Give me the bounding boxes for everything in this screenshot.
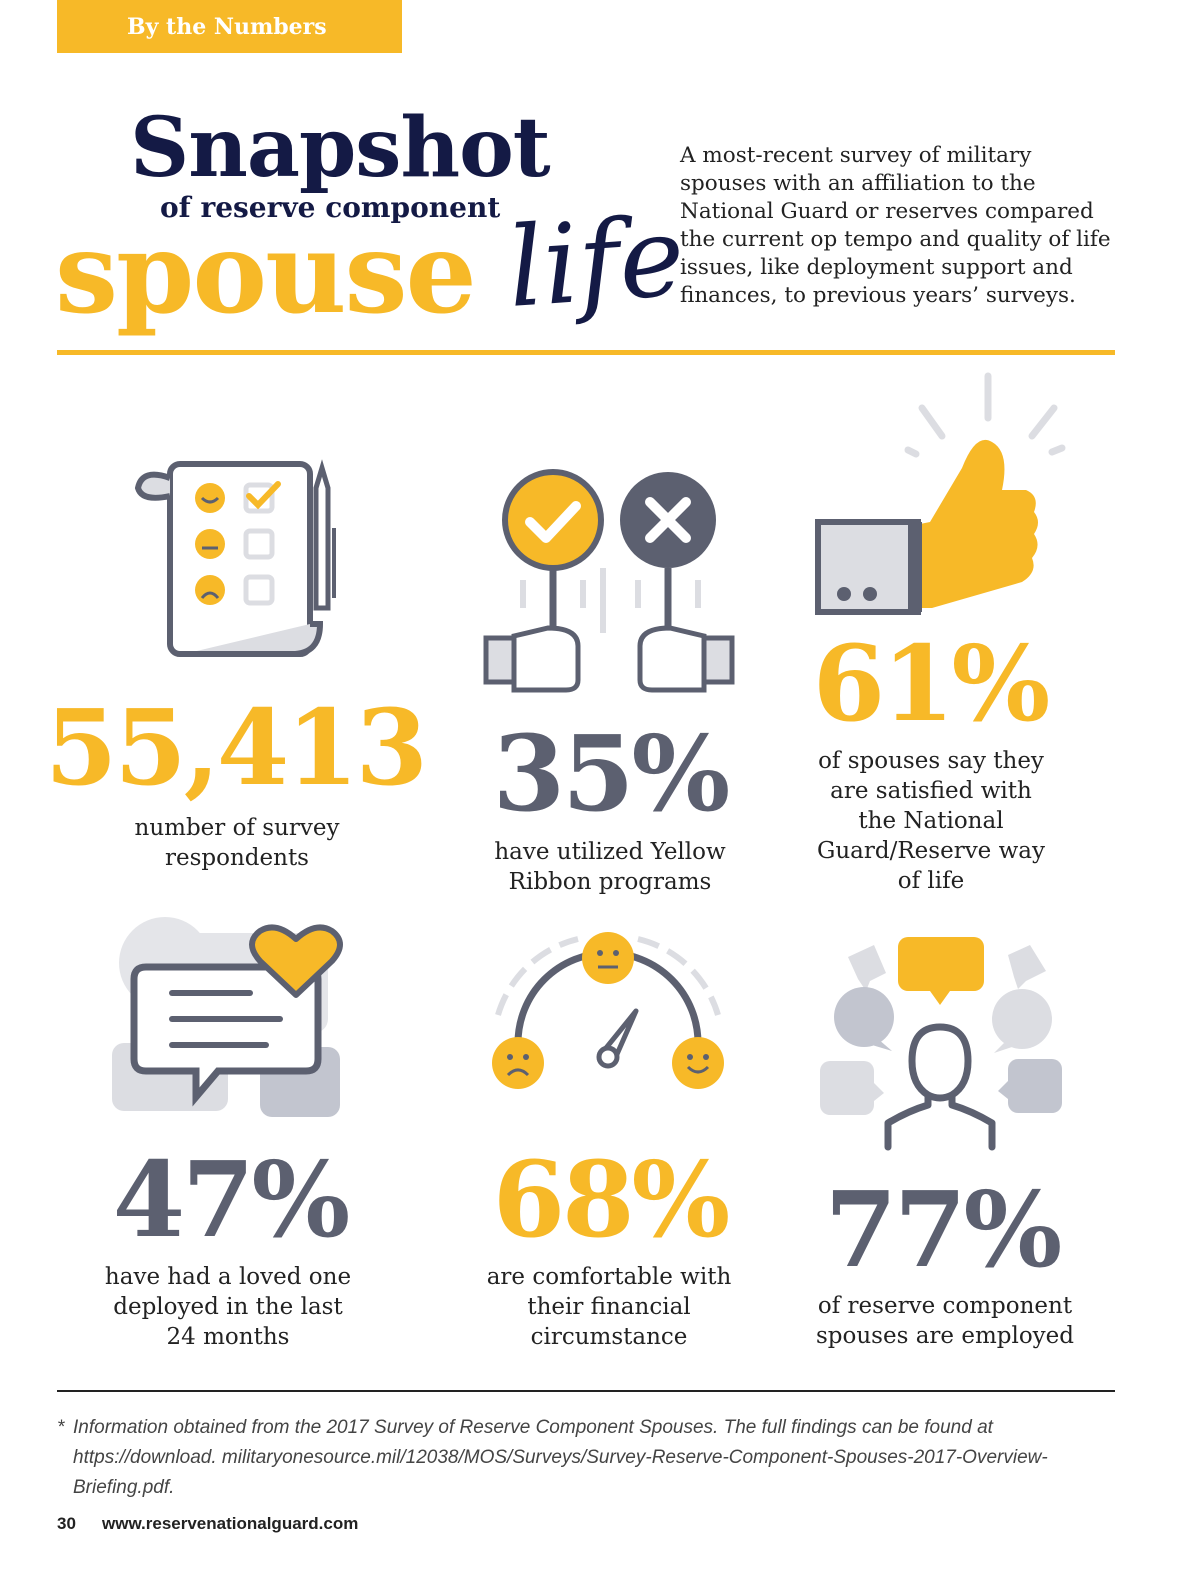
- yes-no-signs-icon: [483, 469, 735, 693]
- stat-value-satisfied: 61%: [812, 622, 1051, 745]
- message-heart-icon: [112, 917, 343, 1117]
- title-subtitle: of reserve component: [160, 191, 501, 224]
- stat-caption-financial: are comfortable with their financial cir…: [486, 1264, 732, 1350]
- person-speech-bubbles-icon: [820, 937, 1062, 1151]
- stat-caption-yellow-ribbon: have utilized Yellow Ribbon programs: [494, 839, 726, 895]
- title-spouse: spouse: [55, 208, 477, 339]
- stat-value-respondents: 55,413: [44, 686, 428, 809]
- survey-checklist-icon: [134, 459, 336, 657]
- footnote-text: Information obtained from the 2017 Surve…: [73, 1417, 1048, 1498]
- section-tab: By the Numbers: [57, 0, 402, 53]
- stat-caption-satisfied: of spouses say they are satisfied with t…: [816, 748, 1045, 894]
- title-snapshot: Snapshot: [130, 100, 551, 196]
- section-tab-label: By the Numbers: [127, 14, 327, 40]
- stat-value-deployed: 47%: [112, 1138, 351, 1261]
- stat-value-yellow-ribbon: 35%: [492, 712, 731, 835]
- footnote-divider: [57, 1390, 1115, 1392]
- stat-value-employed: 77%: [824, 1168, 1063, 1291]
- satisfaction-gauge-icon: [492, 932, 724, 1089]
- thumbs-up-icon: [815, 372, 1066, 615]
- header-divider: [57, 350, 1115, 355]
- page-number: 30: [57, 1514, 76, 1533]
- stat-caption-respondents: number of survey respondents: [134, 815, 340, 871]
- stat-value-financial: 68%: [492, 1138, 731, 1261]
- footnote-marker: *: [57, 1417, 65, 1438]
- intro-paragraph: A most-recent survey of military spouses…: [680, 143, 1111, 308]
- website-url: www.reservenationalguard.com: [102, 1514, 359, 1533]
- stat-caption-deployed: have had a loved one deployed in the las…: [104, 1264, 352, 1350]
- title-life-script: life: [503, 192, 689, 332]
- stat-caption-employed: of reserve component spouses are employe…: [815, 1293, 1075, 1349]
- footnote: * Information obtained from the 2017 Sur…: [57, 1413, 1117, 1503]
